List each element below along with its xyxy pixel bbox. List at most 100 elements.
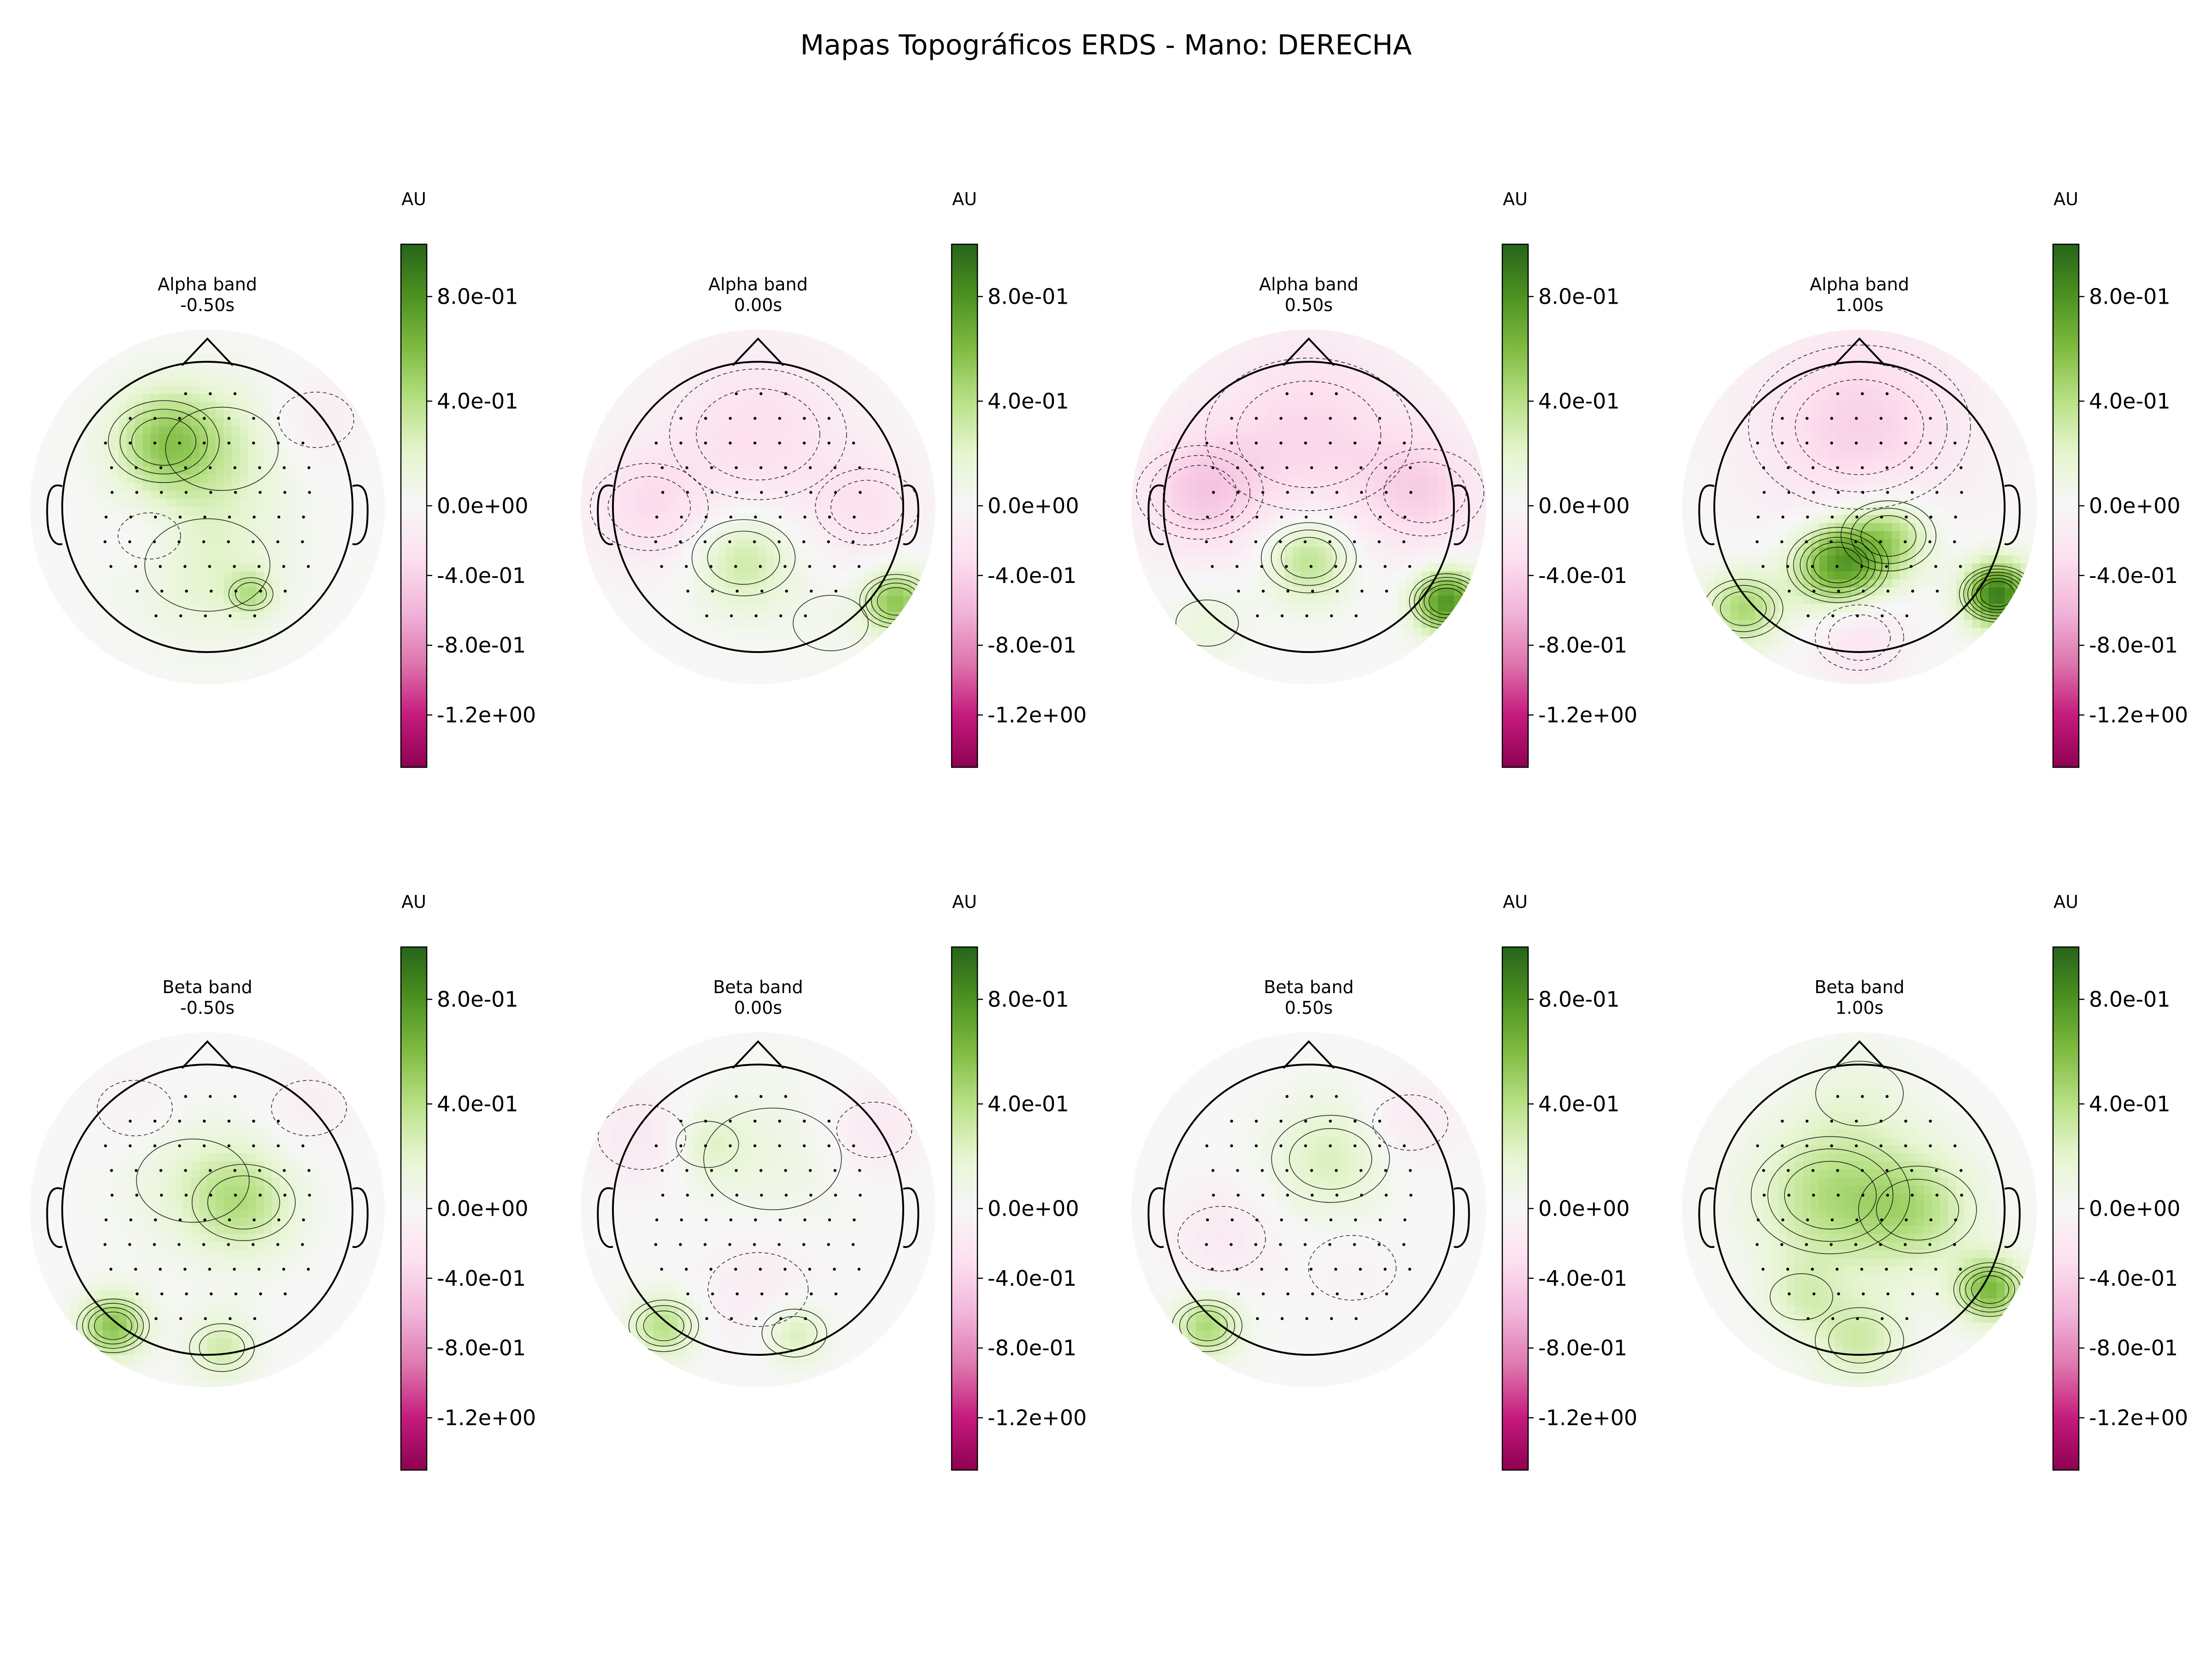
- heat-cell: [1430, 555, 1438, 564]
- heat-cell: [766, 628, 775, 636]
- heat-cell: [1236, 539, 1245, 548]
- heat-cell: [127, 475, 135, 483]
- heat-cell: [1180, 442, 1188, 451]
- heat-cell: [207, 370, 216, 378]
- heat-cell: [766, 531, 775, 540]
- heat-cell: [1381, 571, 1390, 580]
- heat-cell: [895, 418, 904, 427]
- heat-cell: [1147, 459, 1156, 467]
- heat-cell: [102, 531, 111, 540]
- heat-cell: [605, 434, 613, 443]
- heat-cell: [215, 660, 224, 669]
- heat-cell: [377, 523, 385, 532]
- heat-cell: [685, 346, 694, 354]
- heat-cell: [1413, 450, 1422, 459]
- heat-cell: [312, 652, 321, 661]
- heat-cell: [621, 531, 629, 540]
- heat-cell: [175, 636, 184, 645]
- heat-cell: [1220, 628, 1229, 636]
- heat-cell: [847, 386, 855, 394]
- electrode-dot: [853, 515, 856, 519]
- heat-cell: [215, 475, 224, 483]
- heat-cell: [774, 636, 783, 645]
- heat-cell: [247, 491, 256, 500]
- heat-cell: [191, 620, 200, 629]
- electrode-dot: [852, 540, 855, 543]
- heat-cell: [1244, 515, 1253, 524]
- heat-cell: [1164, 507, 1172, 516]
- heat-cell: [823, 402, 831, 411]
- heat-cell: [320, 644, 329, 653]
- heat-cell: [224, 386, 232, 394]
- heat-cell: [782, 579, 791, 588]
- heat-cell: [1446, 402, 1454, 411]
- heat-cell: [1131, 450, 1140, 459]
- electrode-dot: [803, 441, 806, 445]
- heat-cell: [750, 475, 759, 483]
- heat-cell: [344, 426, 353, 435]
- heat-cell: [1260, 459, 1269, 467]
- heat-cell: [167, 459, 176, 467]
- heat-cell: [830, 459, 839, 467]
- heat-cell: [62, 579, 71, 588]
- heat-cell: [247, 652, 256, 661]
- heat-cell: [1188, 491, 1196, 500]
- heat-cell: [758, 628, 767, 636]
- heat-cell: [30, 499, 39, 507]
- heat-cell: [1397, 571, 1406, 580]
- heat-cell: [653, 563, 662, 572]
- heat-cell: [46, 450, 55, 459]
- heat-cell: [806, 346, 815, 354]
- heat-cell: [54, 515, 63, 524]
- heat-cell: [78, 370, 87, 378]
- heat-cell: [199, 394, 208, 403]
- heat-cell: [863, 644, 871, 653]
- heat-cell: [798, 579, 807, 588]
- heat-cell: [871, 410, 880, 419]
- heat-cell: [1268, 668, 1277, 677]
- heat-cell: [111, 652, 119, 661]
- heat-cell: [629, 402, 638, 411]
- heat-cell: [774, 394, 783, 403]
- heat-cell: [847, 547, 855, 556]
- heat-cell: [1365, 523, 1374, 532]
- heat-cell: [903, 450, 912, 459]
- heat-cell: [312, 628, 321, 636]
- electrode-dot: [129, 515, 132, 519]
- heat-cell: [830, 386, 839, 394]
- heat-cell: [94, 636, 103, 645]
- heat-cell: [320, 450, 329, 459]
- heat-cell: [1406, 644, 1414, 653]
- heat-cell: [581, 555, 589, 564]
- heat-cell: [1228, 644, 1237, 653]
- heat-cell: [191, 595, 200, 604]
- heat-cell: [1244, 612, 1253, 620]
- heat-cell: [247, 628, 256, 636]
- heat-cell: [135, 652, 143, 661]
- heat-cell: [1446, 426, 1454, 435]
- heat-cell: [782, 491, 791, 500]
- heat-cell: [231, 612, 240, 620]
- heat-cell: [685, 442, 694, 451]
- heat-cell: [320, 628, 329, 636]
- heat-cell: [175, 563, 184, 572]
- electrode-dot: [729, 417, 732, 420]
- heat-cell: [701, 394, 710, 403]
- heat-cell: [215, 547, 224, 556]
- heat-cell: [94, 531, 103, 540]
- heat-cell: [1212, 636, 1221, 645]
- heat-cell: [581, 466, 589, 475]
- heat-cell: [70, 426, 79, 435]
- heat-cell: [1228, 652, 1237, 661]
- heat-cell: [151, 402, 159, 411]
- heat-cell: [774, 491, 783, 500]
- heat-cell: [1365, 378, 1374, 387]
- heat-cell: [256, 571, 265, 580]
- heat-cell: [264, 660, 272, 669]
- heat-cell: [911, 539, 920, 548]
- heat-cell: [264, 499, 272, 507]
- heat-cell: [1196, 612, 1205, 620]
- heat-cell: [247, 434, 256, 443]
- left-ear-outline: [597, 484, 613, 546]
- heat-cell: [701, 531, 710, 540]
